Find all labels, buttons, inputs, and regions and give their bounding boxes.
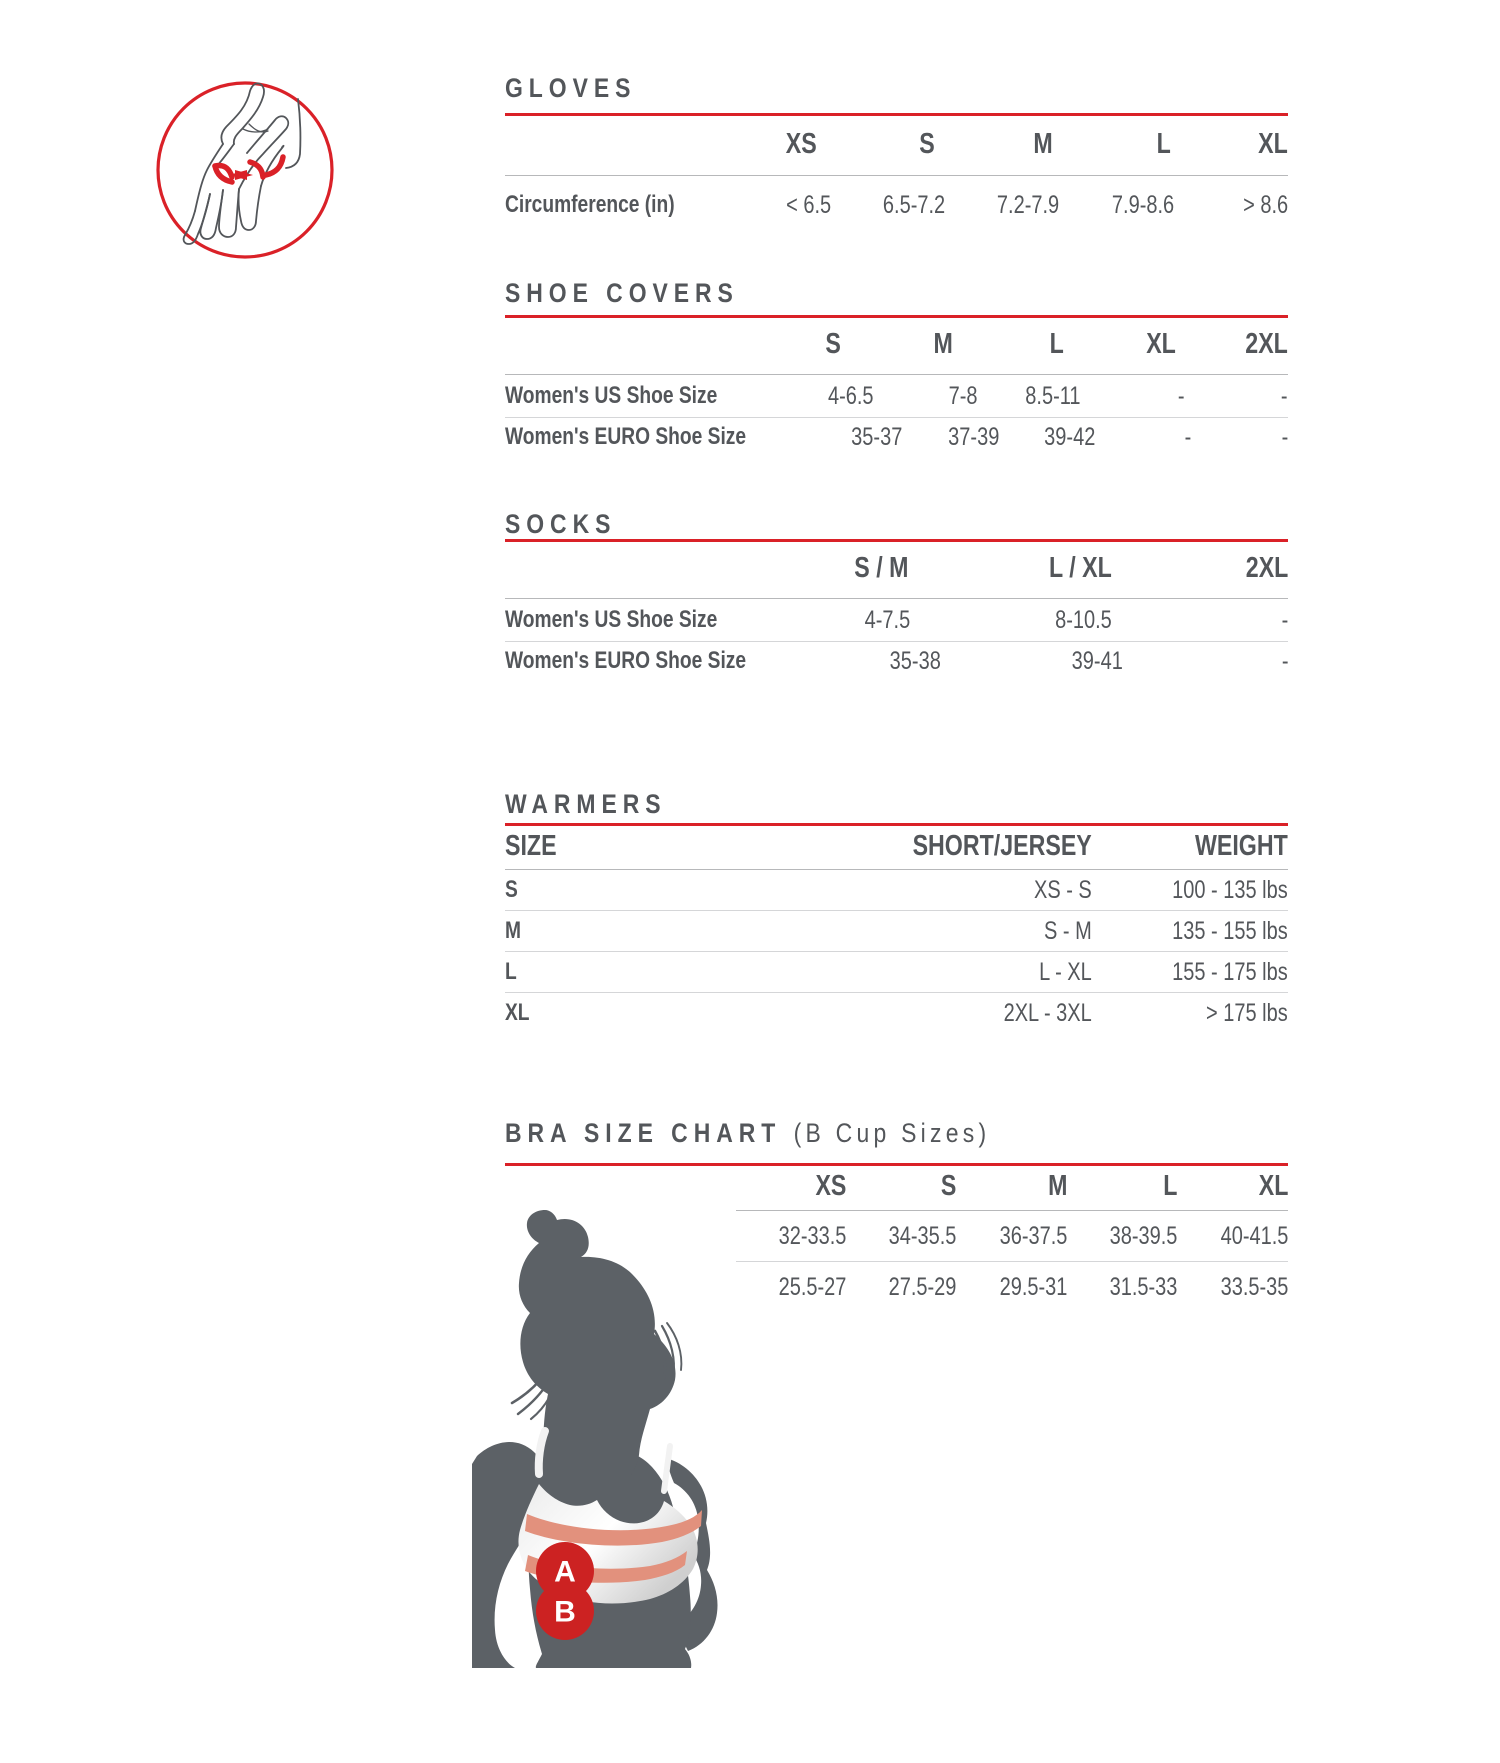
svg-text:B: B	[554, 1596, 576, 1629]
